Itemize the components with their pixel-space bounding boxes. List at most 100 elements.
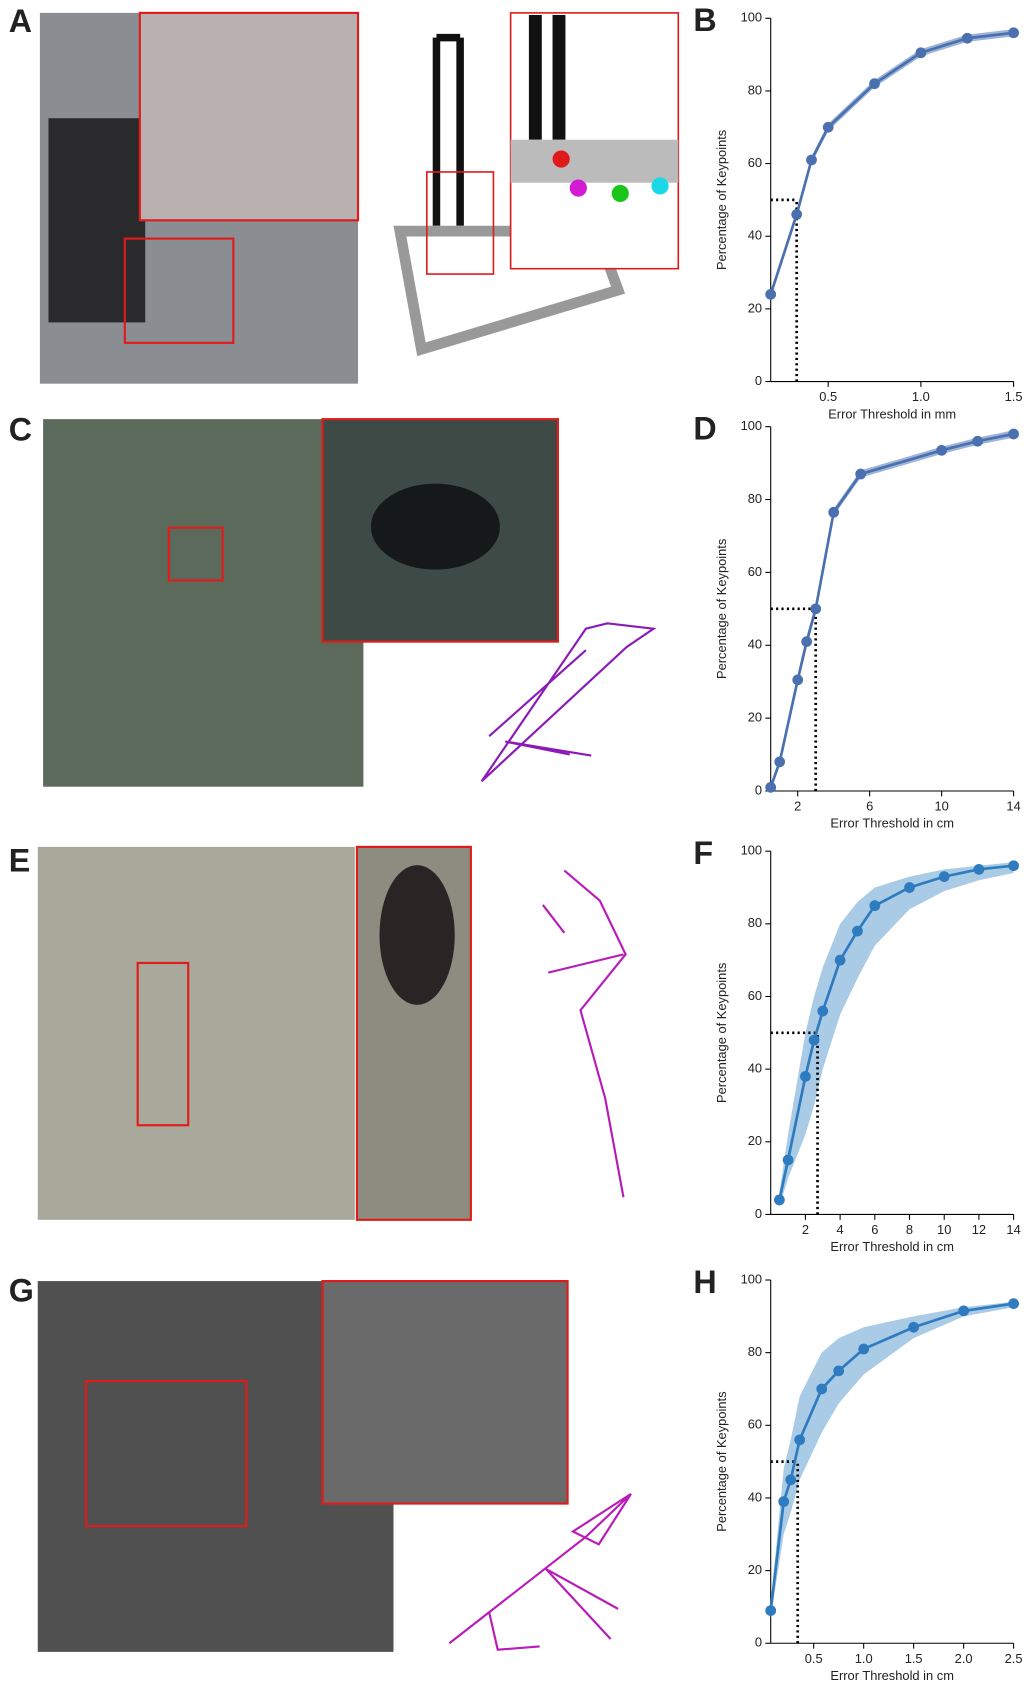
confidence-band: [771, 1302, 1014, 1618]
y-axis-label: Percentage of Keypoints: [714, 539, 729, 679]
point: [939, 871, 950, 882]
point: [904, 882, 915, 893]
y-tick-label: 40: [748, 637, 762, 652]
y-tick-label: 60: [748, 1417, 762, 1432]
point: [809, 1035, 820, 1046]
skeleton: [543, 871, 626, 1198]
y-tick-label: 80: [748, 1344, 762, 1359]
panel-label: G: [9, 1272, 34, 1308]
panel-label: B: [693, 2, 716, 38]
skeleton: [482, 623, 654, 781]
point: [916, 47, 927, 58]
point: [1008, 429, 1019, 440]
point: [962, 33, 973, 44]
photo-animal: [48, 118, 145, 322]
keypoint: [651, 177, 668, 194]
x-tick-label: 10: [937, 1222, 951, 1237]
point: [765, 1605, 776, 1616]
x-tick-label: 2.0: [955, 1651, 973, 1666]
line: [771, 434, 1014, 787]
point: [817, 1006, 828, 1017]
y-tick-label: 100: [741, 418, 762, 433]
point: [806, 155, 817, 166]
y-tick-label: 80: [748, 915, 762, 930]
point: [774, 756, 785, 767]
y-tick-label: 40: [748, 1489, 762, 1504]
point: [974, 864, 985, 875]
point: [835, 955, 846, 966]
keypoint: [612, 185, 629, 202]
x-axis-label: Error Threshold in cm: [830, 816, 954, 831]
inset: [323, 1281, 568, 1503]
y-tick-label: 40: [748, 228, 762, 243]
y-tick-label: 100: [741, 10, 762, 25]
x-tick-label: 1.5: [1005, 389, 1023, 404]
point: [958, 1306, 969, 1317]
figure: A C E G B0204060801000.51.01.5Error Thre…: [0, 0, 1032, 1697]
point: [774, 1195, 785, 1206]
x-tick-label: 6: [871, 1222, 878, 1237]
skeleton: [449, 1494, 631, 1650]
x-tick-label: 10: [934, 799, 948, 814]
keypoint: [570, 179, 587, 196]
point: [855, 469, 866, 480]
confidence-band: [771, 29, 1014, 298]
y-axis-label: Percentage of Keypoints: [714, 963, 729, 1103]
point: [869, 900, 880, 911]
y-tick-label: 60: [748, 155, 762, 170]
x-axis-label: Error Threshold in mm: [828, 406, 956, 421]
point: [972, 436, 983, 447]
x-tick-label: 1.5: [905, 1651, 923, 1666]
line: [771, 33, 1014, 295]
point: [833, 1365, 844, 1376]
point: [765, 289, 776, 300]
point: [801, 636, 812, 647]
x-tick-label: 4: [837, 1222, 844, 1237]
point: [816, 1384, 827, 1395]
x-tick-label: 0.5: [819, 389, 837, 404]
y-tick-label: 0: [755, 1206, 762, 1221]
photo: [43, 419, 363, 787]
point: [765, 782, 776, 793]
point: [1008, 860, 1019, 871]
y-tick-label: 0: [755, 1635, 762, 1650]
y-tick-label: 20: [748, 1562, 762, 1577]
x-tick-label: 0.5: [805, 1651, 823, 1666]
x-tick-label: 1.0: [912, 389, 930, 404]
x-tick-label: 2: [794, 799, 801, 814]
x-tick-label: 14: [1006, 799, 1020, 814]
inset: [140, 13, 358, 220]
photo: [38, 847, 355, 1220]
point: [828, 507, 839, 518]
panel-label: D: [693, 410, 716, 446]
x-tick-label: 12: [972, 1222, 986, 1237]
y-tick-label: 40: [748, 1061, 762, 1076]
panel-label: A: [9, 3, 32, 39]
y-tick-label: 20: [748, 300, 762, 315]
y-tick-label: 20: [748, 710, 762, 725]
y-tick-label: 60: [748, 564, 762, 579]
panel-label: F: [693, 835, 713, 871]
x-axis-label: Error Threshold in cm: [830, 1668, 954, 1683]
point: [936, 445, 947, 456]
point: [852, 926, 863, 937]
y-axis-label: Percentage of Keypoints: [714, 130, 729, 270]
panel-label: E: [9, 843, 31, 879]
y-axis-label: Percentage of Keypoints: [714, 1391, 729, 1531]
point: [869, 78, 880, 89]
point: [778, 1496, 789, 1507]
y-tick-label: 20: [748, 1133, 762, 1148]
point: [785, 1474, 796, 1485]
y-tick-label: 60: [748, 988, 762, 1003]
x-tick-label: 2.5: [1005, 1651, 1023, 1666]
point: [800, 1071, 811, 1082]
point: [858, 1344, 869, 1355]
point: [783, 1155, 794, 1166]
photo-animal: [371, 484, 500, 570]
x-tick-label: 8: [906, 1222, 913, 1237]
point: [794, 1434, 805, 1445]
point: [791, 209, 802, 220]
y-tick-label: 0: [755, 782, 762, 797]
point: [1008, 1298, 1019, 1309]
x-tick-label: 2: [802, 1222, 809, 1237]
